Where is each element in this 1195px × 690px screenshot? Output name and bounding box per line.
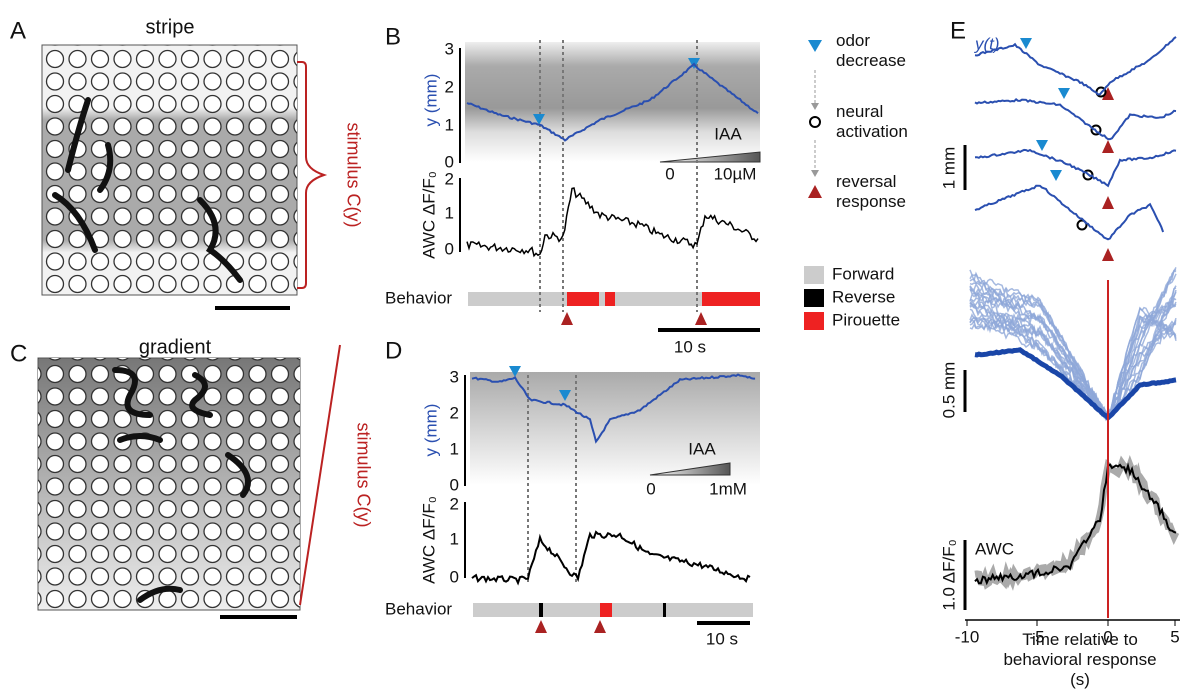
trace bbox=[466, 187, 759, 258]
label: AWC ΔF/F₀ bbox=[419, 171, 438, 259]
y-tick-label: 1 bbox=[450, 529, 459, 548]
label: AWC ΔF/F₀ bbox=[419, 496, 438, 584]
y-tick-label: 2 bbox=[450, 403, 459, 422]
panel-letter: B bbox=[385, 23, 401, 50]
label: IAA bbox=[714, 124, 742, 143]
trace bbox=[471, 373, 756, 444]
trace bbox=[969, 289, 1177, 424]
panel-title: stripe bbox=[146, 16, 195, 38]
trace bbox=[969, 267, 1177, 417]
y-tick-label: 0 bbox=[450, 567, 459, 586]
label: AWC bbox=[975, 539, 1014, 558]
label: 10 s bbox=[706, 629, 738, 648]
label: 0 bbox=[665, 164, 674, 183]
y-tick-label: 1 bbox=[450, 439, 459, 458]
panel-letter: E bbox=[950, 17, 966, 44]
trace bbox=[969, 268, 1177, 421]
label: 10 s bbox=[674, 337, 706, 356]
x-tick-label: -5 bbox=[1029, 627, 1044, 646]
x-tick-label: 0 bbox=[1103, 627, 1112, 646]
trace bbox=[974, 36, 1177, 96]
y-tick-label: 2 bbox=[450, 494, 459, 513]
label: 0.5 mm bbox=[939, 362, 958, 419]
label: 10µM bbox=[714, 164, 757, 183]
label: Behavior bbox=[385, 288, 452, 307]
label: Behavior bbox=[385, 599, 452, 618]
y-tick-label: 2 bbox=[445, 77, 454, 96]
panel-letter: A bbox=[10, 17, 26, 44]
label: y (mm) bbox=[421, 404, 440, 457]
y-tick-label: 3 bbox=[445, 39, 454, 58]
panel-letter: D bbox=[385, 337, 402, 364]
panel-title: gradient bbox=[139, 336, 212, 358]
label: Forward bbox=[832, 264, 894, 283]
label: 1 mm bbox=[939, 147, 958, 190]
y-tick-label: 3 bbox=[450, 367, 459, 386]
layout bbox=[37, 38, 1180, 633]
trace bbox=[974, 184, 1165, 241]
x-tick-label: 5 bbox=[1170, 627, 1179, 646]
trace bbox=[974, 462, 1177, 586]
trace bbox=[466, 62, 759, 142]
y-tick-label: 0 bbox=[445, 239, 454, 258]
label: IAA bbox=[688, 439, 716, 458]
trace bbox=[974, 454, 1180, 591]
label: Pirouette bbox=[832, 310, 900, 329]
y-tick-label: 2 bbox=[445, 169, 454, 188]
y-tick-label: 1 bbox=[445, 115, 454, 134]
label: y (mm) bbox=[421, 74, 440, 127]
y-tick-label: 0 bbox=[450, 475, 459, 494]
page: {"panels":{ "a":{"letter":"A","title":"s… bbox=[10, 16, 1180, 689]
trace bbox=[969, 287, 1177, 418]
x-tick-label: -10 bbox=[955, 627, 980, 646]
trace bbox=[974, 148, 1177, 188]
label: 1.0 ΔF/F₀ bbox=[939, 539, 958, 610]
panel-letter: C bbox=[10, 340, 27, 367]
trace bbox=[974, 97, 1177, 141]
trace bbox=[969, 297, 1177, 418]
legend-reversal-response: reversal response bbox=[836, 172, 906, 211]
e-x-label: Time relative to behavioral response (s) bbox=[1003, 630, 1157, 689]
label: 1mM bbox=[709, 479, 747, 498]
label: stimulus C(y) bbox=[343, 122, 363, 227]
legend-neural-activation: neural activation bbox=[836, 102, 908, 141]
traces bbox=[466, 36, 1180, 591]
y-tick-label: 1 bbox=[445, 203, 454, 222]
label: 0 bbox=[646, 479, 655, 498]
trace bbox=[974, 347, 1177, 422]
label: y(t) bbox=[974, 34, 1000, 53]
label: stimulus C(y) bbox=[353, 422, 373, 527]
legend-odor-decrease: odor decrease bbox=[836, 31, 906, 70]
label: Reverse bbox=[832, 287, 895, 306]
trace bbox=[471, 530, 751, 586]
y-tick-label: 0 bbox=[445, 152, 454, 171]
trace bbox=[969, 297, 1177, 420]
